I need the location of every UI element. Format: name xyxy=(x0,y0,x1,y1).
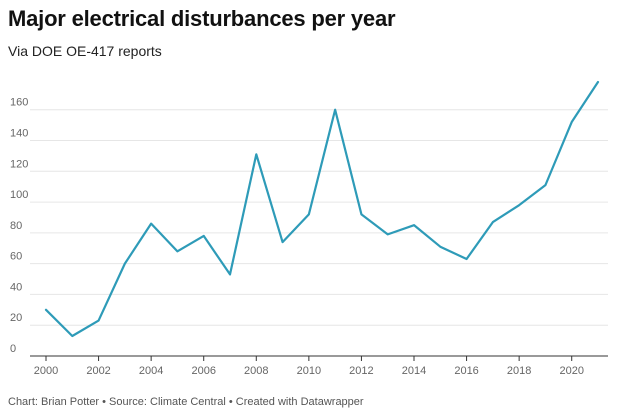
x-tick-label: 2012 xyxy=(349,365,373,377)
data-point-2017 xyxy=(490,219,496,225)
data-point-2013 xyxy=(385,231,391,237)
x-tick-label: 2016 xyxy=(454,365,478,377)
x-tick-label: 2010 xyxy=(297,365,321,377)
data-point-2008 xyxy=(253,151,259,157)
x-tick-label: 2014 xyxy=(402,365,426,377)
data-point-2020 xyxy=(569,119,575,125)
data-point-2010 xyxy=(306,211,312,217)
y-tick-label: 40 xyxy=(10,281,22,293)
data-point-2018 xyxy=(516,202,522,208)
data-point-2007 xyxy=(227,271,233,277)
data-point-2009 xyxy=(280,239,286,245)
x-tick-label: 2004 xyxy=(139,365,163,377)
data-point-2001 xyxy=(69,333,75,339)
y-axis-ticks: 0 20 40 60 80 100 120 140 160 xyxy=(10,97,28,355)
data-point-2000 xyxy=(43,307,49,313)
y-tick-label: 120 xyxy=(10,158,28,170)
y-tick-label: 20 xyxy=(10,312,22,324)
x-tick-label: 2006 xyxy=(191,365,215,377)
y-tick-label: 0 xyxy=(10,343,16,355)
data-point-2012 xyxy=(358,211,364,217)
y-tick-label: 100 xyxy=(10,189,28,201)
x-tick-label: 2018 xyxy=(507,365,531,377)
series-layer xyxy=(44,80,600,338)
data-point-2019 xyxy=(542,182,548,188)
data-point-2021 xyxy=(595,79,601,85)
data-points xyxy=(43,79,601,339)
data-point-2003 xyxy=(122,261,128,267)
x-tick-label: 2000 xyxy=(34,365,58,377)
chart-footer: Chart: Brian Potter • Source: Climate Ce… xyxy=(8,396,364,408)
data-point-2006 xyxy=(201,233,207,239)
x-tick-label: 2020 xyxy=(559,365,583,377)
data-point-2016 xyxy=(464,256,470,262)
data-point-2002 xyxy=(96,318,102,324)
chart-title: Major electrical disturbances per year xyxy=(8,6,396,31)
data-point-2015 xyxy=(437,244,443,250)
y-tick-label: 60 xyxy=(10,251,22,263)
data-point-2014 xyxy=(411,222,417,228)
y-tick-label: 80 xyxy=(10,220,22,232)
data-point-2004 xyxy=(148,221,154,227)
series-line-0 xyxy=(44,80,600,338)
chart-subtitle: Via DOE OE-417 reports xyxy=(8,43,162,59)
y-tick-label: 140 xyxy=(10,127,28,139)
data-point-2011 xyxy=(332,107,338,113)
x-tick-label: 2008 xyxy=(244,365,268,377)
gridlines xyxy=(30,109,608,357)
data-point-2005 xyxy=(174,248,180,254)
y-tick-label: 160 xyxy=(10,97,28,109)
x-tick-label: 2002 xyxy=(86,365,110,377)
x-axis-ticks: 2000 2002 2004 2006 2008 2010 2012 2014 2016 2018… xyxy=(34,356,584,377)
